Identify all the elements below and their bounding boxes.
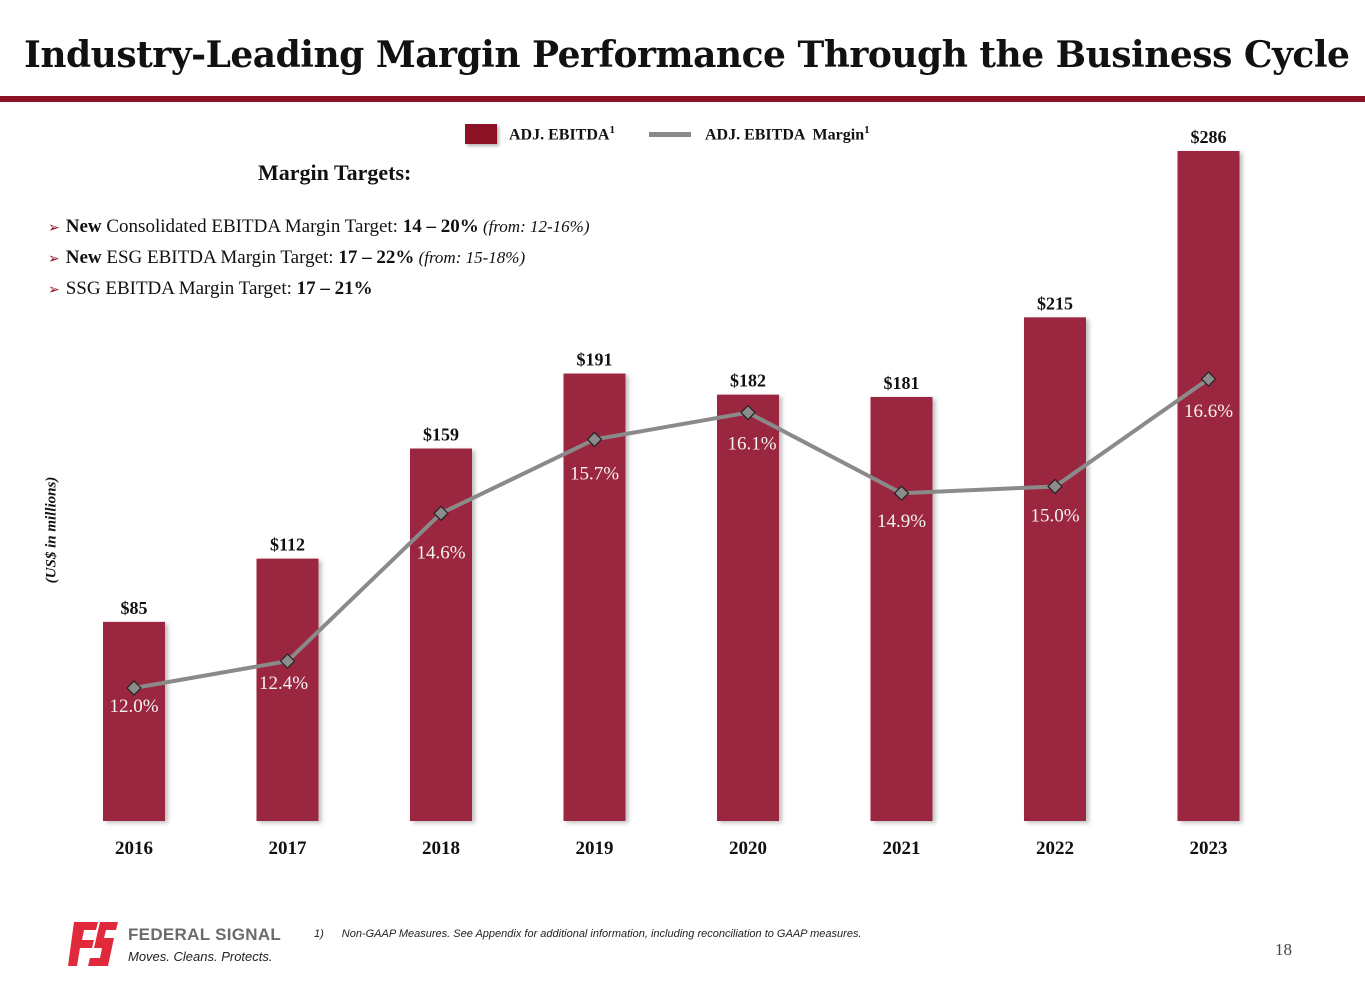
margin-point-2018 (433, 505, 449, 522)
chart-legend: ADJ. EBITDA1 ADJ. EBITDA Margin1 (465, 124, 870, 145)
target-note: (from: 12-16%) (478, 217, 590, 236)
margin-point-2020 (740, 404, 756, 421)
target-text: Consolidated EBITDA Margin Target: (101, 216, 403, 237)
bar-2022 (1024, 317, 1086, 821)
margin-point-2021 (893, 485, 910, 502)
target-value: 14 – 20% (402, 216, 479, 237)
margin-value-label: 14.9% (877, 511, 926, 532)
legend-bar-footnote-ref: 1 (609, 124, 615, 136)
x-tick-label: 2021 (883, 838, 921, 859)
target-text: SSG EBITDA Margin Target: (65, 278, 297, 299)
margin-targets-list: ➢ New Consolidated EBITDA Margin Target: … (48, 212, 589, 305)
target-new-tag: New (65, 216, 102, 237)
margin-point-2022 (1047, 478, 1063, 495)
target-new-tag: New (65, 247, 102, 268)
arrow-bullet-icon: ➢ (48, 283, 60, 298)
target-value: 17 – 21% (296, 278, 373, 299)
margin-point-2019 (586, 431, 603, 448)
footnote-text: Non-GAAP Measures. See Appendix for addi… (341, 928, 862, 940)
arrow-bullet-icon: ➢ (48, 221, 60, 236)
target-item: ➢ SSG EBITDA Margin Target: 17 – 21% (48, 274, 589, 305)
x-tick-label: 2017 (269, 838, 308, 859)
margin-point-2017 (279, 653, 296, 669)
bar-2021 (870, 396, 933, 821)
margin-point-2023 (1200, 371, 1217, 387)
bar-value-label: $85 (121, 598, 148, 618)
page-title: Industry-Leading Margin Performance Thro… (24, 34, 1350, 76)
page-number: 18 (1275, 940, 1292, 959)
margin-line (133, 377, 1210, 690)
margin-value-label: 12.4% (259, 673, 308, 694)
legend-line-swatch (648, 131, 691, 137)
margin-value-label: 16.1% (727, 434, 776, 455)
legend-line-label: ADJ. EBITDA Margin1 (705, 124, 870, 144)
bar-value-label: $215 (1037, 293, 1073, 313)
target-note: (from: 15-18%) (414, 248, 526, 267)
brand-tagline: Moves. Cleans. Protects. (128, 949, 273, 964)
legend-bar-text: ADJ. EBITDA (509, 126, 610, 144)
legend-bar-swatch (465, 124, 497, 145)
margin-value-label: 14.6% (416, 542, 465, 563)
margin-value-label: 16.6% (1184, 401, 1233, 422)
footnote: 1) Non-GAAP Measures. See Appendix for ad… (314, 928, 862, 940)
target-text: ESG EBITDA Margin Target: (101, 247, 339, 268)
target-value: 17 – 22% (338, 247, 415, 268)
target-item: ➢ New Consolidated EBITDA Margin Target: … (48, 212, 589, 243)
margin-targets-heading: Margin Targets: (258, 160, 412, 185)
x-tick-label: 2018 (422, 838, 460, 859)
federal-signal-logo-icon (68, 922, 118, 966)
bar-value-label: $159 (423, 425, 459, 445)
legend-line-footnote-ref: 1 (864, 124, 870, 136)
x-tick-label: 2016 (115, 838, 153, 859)
bar-2020 (717, 394, 779, 821)
margin-value-label: 12.0% (109, 696, 158, 717)
footnote-number: 1) (314, 928, 324, 940)
margin-value-label: 15.0% (1030, 505, 1079, 526)
legend-line-text: ADJ. EBITDA Margin (704, 126, 865, 144)
x-tick-label: 2023 (1190, 838, 1228, 859)
bar-value-label: $112 (270, 535, 305, 555)
bar-2017 (256, 558, 319, 821)
bar-2016 (103, 621, 165, 821)
bar-value-label: $182 (730, 371, 766, 391)
target-item: ➢ New ESG EBITDA Margin Target: 17 – 22% … (48, 243, 589, 274)
x-tick-label: 2020 (729, 838, 767, 859)
margin-value-label: 15.7% (570, 463, 619, 484)
bar-value-label: $191 (577, 350, 613, 370)
bar-2023 (1177, 151, 1240, 821)
margin-point-2016 (126, 680, 142, 696)
title-divider (0, 96, 1365, 102)
bar-value-label: $181 (884, 373, 920, 393)
bar-value-label: $286 (1191, 127, 1227, 147)
legend-bar-label: ADJ. EBITDA1 (509, 124, 615, 144)
brand-name: FEDERAL SIGNAL (128, 925, 282, 944)
x-tick-label: 2019 (576, 838, 614, 859)
x-tick-label: 2022 (1036, 838, 1074, 859)
arrow-bullet-icon: ➢ (48, 252, 60, 267)
ebitda-chart: $85 2016 $112 2017 $159 2018 $191 2019 $182 2020 $… (103, 127, 1240, 859)
